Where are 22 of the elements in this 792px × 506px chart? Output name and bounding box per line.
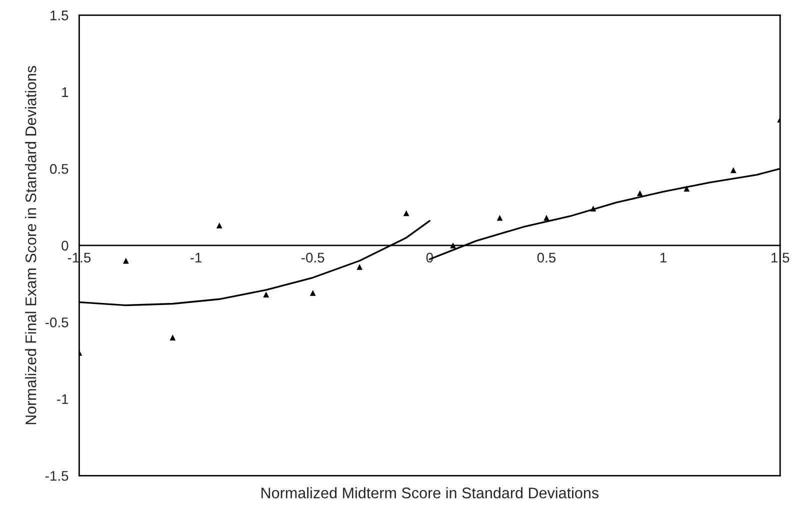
y-tick-label: -0.5 bbox=[45, 317, 68, 328]
y-axis-title: Normalized Final Exam Score in Standard Deviations bbox=[25, 66, 36, 424]
x-tick-label: -1 bbox=[190, 252, 202, 262]
x-tick-label: -0.5 bbox=[301, 252, 324, 263]
point bbox=[122, 258, 129, 264]
x-tick-label: 1 bbox=[660, 252, 666, 262]
point bbox=[216, 222, 222, 228]
point bbox=[356, 264, 363, 270]
point bbox=[170, 334, 176, 340]
point bbox=[730, 167, 736, 174]
y-tick-label: -1 bbox=[57, 394, 68, 404]
x-axis-title: Normalized Midterm Score in Standard Deviations bbox=[262, 487, 599, 498]
x-tick-label: 0.5 bbox=[537, 252, 556, 263]
y-tick-label: -1.5 bbox=[45, 471, 68, 481]
y-tick-label: 0.5 bbox=[50, 164, 68, 174]
y-tick-label: 1.5 bbox=[50, 10, 68, 20]
point bbox=[636, 190, 643, 196]
point bbox=[310, 290, 316, 296]
point bbox=[263, 292, 270, 298]
point bbox=[403, 210, 410, 216]
y-tick-label: 1 bbox=[62, 87, 68, 97]
y-tick-label: 0 bbox=[62, 240, 68, 251]
